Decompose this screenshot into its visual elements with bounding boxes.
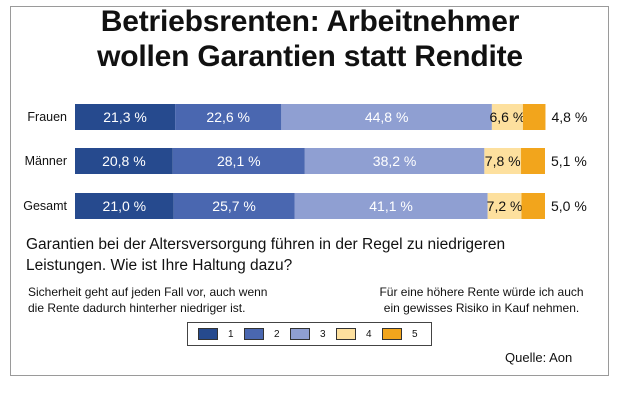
category-label-1: Männer (25, 154, 67, 168)
legend-item-2: 2 (244, 328, 290, 340)
category-label-0: Frauen (27, 110, 67, 124)
bar-label-0-2: 44,8 % (365, 109, 409, 125)
legend-item-1: 1 (198, 328, 244, 340)
scale-right-note: Für eine höhere Rente würde ich auch ein… (379, 285, 584, 315)
bar-segment-0-3 (491, 104, 523, 130)
legend-swatch-3 (290, 328, 310, 340)
bar-segment-2-1 (173, 193, 295, 219)
bar-label-1-3: 7,8 % (485, 153, 521, 169)
bar-segment-1-3 (484, 148, 522, 174)
legend-swatch-2 (244, 328, 264, 340)
legend-swatch-4 (336, 328, 356, 340)
bar-segment-2-4 (521, 193, 545, 219)
bar-label-1-2: 38,2 % (373, 153, 417, 169)
bar-segment-2-2 (294, 193, 488, 219)
bar-label-2-0: 21,0 % (103, 198, 147, 214)
scale-left-note: Sicherheit geht auf jeden Fall vor, auch… (28, 285, 268, 315)
legend-label-3: 3 (320, 328, 326, 340)
bar-segment-0-2 (281, 104, 492, 130)
bar-label-2-1: 25,7 % (212, 198, 256, 214)
legend-swatch-5 (382, 328, 402, 340)
bar-label-1-1: 28,1 % (217, 153, 261, 169)
chart-title: Betriebsrenten: Arbeitnehmer wollen Gara… (0, 4, 620, 74)
bar-label-0-3: 6,6 % (489, 109, 525, 125)
title-line-2: wollen Garantien statt Rendite (97, 40, 523, 73)
bar-label-2-3: 7,2 % (487, 198, 523, 214)
bar-label-0-0: 21,3 % (103, 109, 147, 125)
bar-segment-2-0 (75, 193, 174, 219)
bar-label-1-0: 20,8 % (102, 153, 146, 169)
bar-label-2-2: 41,1 % (369, 198, 413, 214)
legend-label-2: 2 (274, 328, 280, 340)
bar-label-0-4: 4,8 % (551, 109, 587, 125)
bar-label-0-1: 22,6 % (206, 109, 250, 125)
bar-segment-1-0 (75, 148, 173, 174)
legend: 1 2 3 4 5 (187, 322, 432, 346)
bar-label-1-4: 5,1 % (551, 153, 587, 169)
bar-label-2-4: 5,0 % (551, 198, 587, 214)
title-line-1: Betriebsrenten: Arbeitnehmer (100, 5, 520, 38)
bar-segment-1-1 (172, 148, 305, 174)
legend-item-3: 3 (290, 328, 336, 340)
legend-label-4: 4 (366, 328, 372, 340)
category-label-2: Gesamt (23, 199, 67, 213)
legend-item-5: 5 (382, 328, 428, 340)
legend-swatch-1 (198, 328, 218, 340)
bar-segment-2-3 (487, 193, 522, 219)
legend-label-5: 5 (412, 328, 418, 340)
legend-item-4: 4 (336, 328, 382, 340)
source-label: Quelle: Aon (505, 350, 573, 365)
bar-segment-0-4 (522, 104, 546, 130)
bar-segment-0-1 (175, 104, 282, 130)
bar-segment-1-2 (304, 148, 485, 174)
legend-label-1: 1 (228, 328, 234, 340)
bar-segment-1-4 (521, 148, 545, 174)
bar-segment-0-0 (75, 104, 176, 130)
chart-frame (10, 6, 609, 376)
survey-question: Garantien bei der Altersversorgung führe… (26, 236, 506, 274)
